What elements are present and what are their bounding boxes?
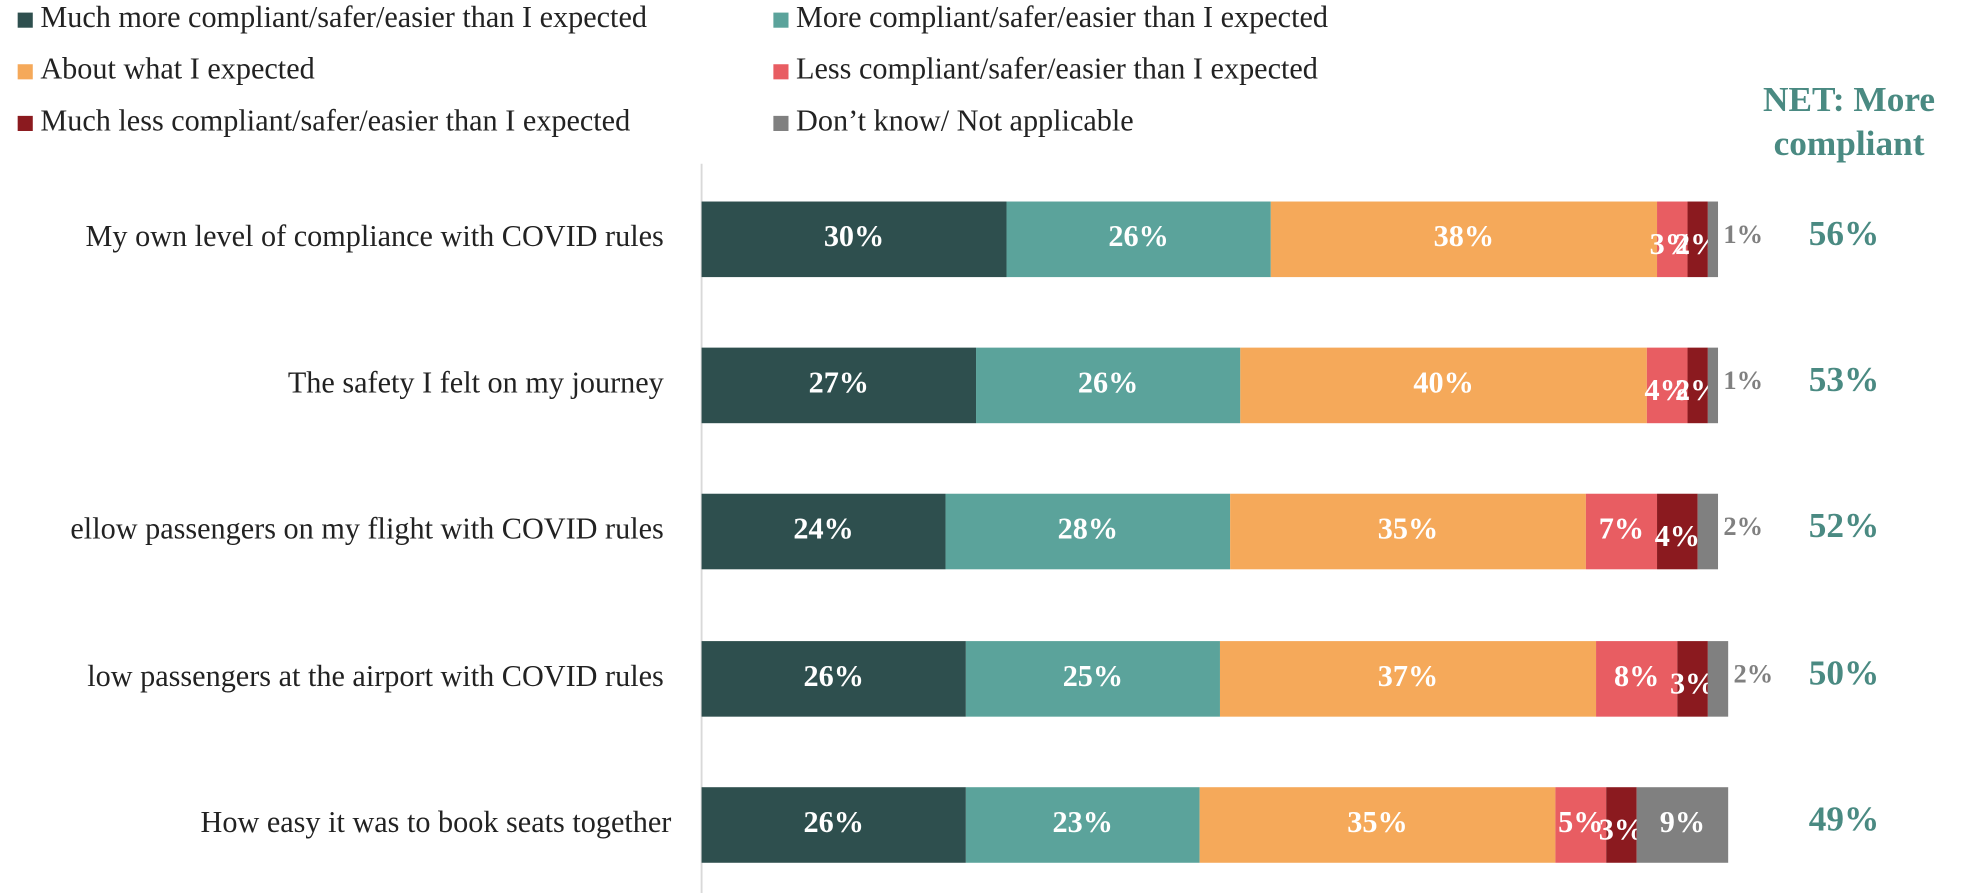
bar-segment	[1596, 641, 1678, 717]
bar-segment	[701, 787, 966, 863]
data-label: 5%	[1558, 805, 1603, 839]
bar-segment	[1555, 787, 1607, 863]
bar-segment	[701, 347, 977, 424]
legend-label: Less compliant/safer/easier than I expec…	[796, 52, 1318, 86]
bar-segment	[1697, 493, 1719, 570]
bar-segment	[965, 641, 1220, 717]
legend-swatch	[773, 12, 789, 28]
data-label: 4%	[1645, 373, 1690, 407]
data-label: 26%	[804, 659, 864, 693]
data-label: 4%	[1655, 519, 1700, 553]
data-label: 8%	[1614, 659, 1659, 693]
bar-segment	[1657, 493, 1698, 570]
category-label: How easy it was to book seats together	[201, 805, 672, 839]
data-label: 40%	[1413, 365, 1473, 399]
data-label: 27%	[809, 365, 869, 399]
legend-swatch	[17, 115, 33, 131]
data-label: 28%	[1058, 511, 1118, 545]
net-value: 49%	[1809, 800, 1879, 839]
bar-segment	[1707, 201, 1719, 278]
net-header: NET: More compliant	[1762, 80, 1936, 164]
data-label: 38%	[1434, 219, 1494, 253]
bar-segment	[701, 201, 1007, 278]
bar-segment	[945, 493, 1231, 570]
legend-swatch	[17, 12, 33, 28]
bar-segment	[1240, 347, 1647, 424]
bar-segment	[1636, 787, 1729, 863]
category-label: The safety I felt on my journey	[288, 365, 664, 399]
bar-segment	[1219, 641, 1597, 717]
bar-segment	[976, 347, 1241, 424]
legend-swatch	[773, 64, 789, 80]
category-label: ellow passengers on my flight with COVID…	[70, 511, 663, 545]
data-label: 37%	[1378, 659, 1438, 693]
data-label: 24%	[793, 511, 853, 545]
bar-segment	[701, 493, 946, 570]
bar-segment	[1230, 493, 1586, 570]
legend-swatch	[17, 64, 33, 80]
legend-label: Much less compliant/safer/easier than I …	[40, 103, 630, 137]
bar-segment	[1707, 347, 1719, 424]
net-value: 53%	[1809, 360, 1879, 399]
legend-label: Much more compliant/safer/easier than I …	[40, 0, 647, 34]
legend-label: About what I expected	[40, 52, 314, 86]
data-label: 7%	[1599, 511, 1644, 545]
legend-label: Don’t know/ Not applicable	[796, 103, 1134, 137]
category-label: low passengers at the airport with COVID…	[87, 659, 664, 693]
data-label: 25%	[1063, 659, 1123, 693]
data-label: 2%	[1723, 511, 1763, 541]
bar-segment	[1585, 493, 1658, 570]
data-label: 1%	[1723, 219, 1763, 249]
data-label: 23%	[1053, 805, 1113, 839]
bar-segment	[701, 641, 966, 717]
data-label: 3%	[1650, 227, 1695, 261]
bar-segment	[1606, 787, 1637, 863]
data-label: 26%	[1108, 219, 1168, 253]
data-label: 2%	[1734, 658, 1774, 688]
category-label: My own level of compliance with COVID ru…	[86, 219, 664, 253]
data-label: 26%	[1078, 365, 1138, 399]
data-label: 1%	[1723, 365, 1763, 395]
net-value: 52%	[1809, 506, 1879, 545]
net-value: 56%	[1809, 214, 1879, 253]
bar-segment	[1687, 347, 1708, 424]
data-label: 35%	[1347, 805, 1407, 839]
legend-label: More compliant/safer/easier than I expec…	[796, 0, 1328, 34]
data-label: 3%	[1599, 812, 1644, 846]
legend-swatch	[773, 115, 789, 131]
data-label: 3%	[1670, 666, 1715, 700]
bar-segment	[1657, 201, 1688, 278]
data-label: 9%	[1660, 805, 1705, 839]
data-label: 35%	[1378, 511, 1438, 545]
net-title: NET: More compliant	[1762, 80, 1936, 164]
data-label: 30%	[824, 219, 884, 253]
bar-segment	[1270, 201, 1658, 278]
bar-segment	[1006, 201, 1271, 278]
bar-segment	[1687, 201, 1708, 278]
data-label: 26%	[804, 805, 864, 839]
bar-segment	[1677, 641, 1708, 717]
net-value: 50%	[1809, 653, 1879, 692]
bar-segment	[965, 787, 1200, 863]
bar-segment	[1199, 787, 1556, 863]
bar-segment	[1646, 347, 1688, 424]
bar-segment	[1707, 641, 1729, 717]
